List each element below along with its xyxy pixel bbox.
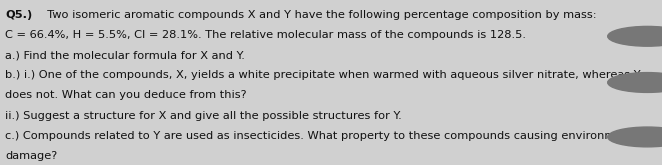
Text: damage?: damage? — [5, 151, 58, 161]
Text: Q5.): Q5.) — [5, 10, 32, 20]
Text: b.) i.) One of the compounds, X, yields a white precipitate when warmed with aqu: b.) i.) One of the compounds, X, yields … — [5, 70, 641, 80]
Text: C = 66.4%, H = 5.5%, Cl = 28.1%. The relative molecular mass of the compounds is: C = 66.4%, H = 5.5%, Cl = 28.1%. The rel… — [5, 30, 526, 40]
Circle shape — [608, 127, 662, 147]
Circle shape — [608, 26, 662, 46]
Text: Two isomeric aromatic compounds X and Y have the following percentage compositio: Two isomeric aromatic compounds X and Y … — [40, 10, 597, 20]
Text: does not. What can you deduce from this?: does not. What can you deduce from this? — [5, 90, 247, 100]
Circle shape — [608, 73, 662, 92]
Text: c.) Compounds related to Y are used as insecticides. What property to these comp: c.) Compounds related to Y are used as i… — [5, 131, 645, 141]
Text: a.) Find the molecular formula for X and Y.: a.) Find the molecular formula for X and… — [5, 50, 245, 60]
Text: ii.) Suggest a structure for X and give all the possible structures for Y.: ii.) Suggest a structure for X and give … — [5, 111, 402, 121]
